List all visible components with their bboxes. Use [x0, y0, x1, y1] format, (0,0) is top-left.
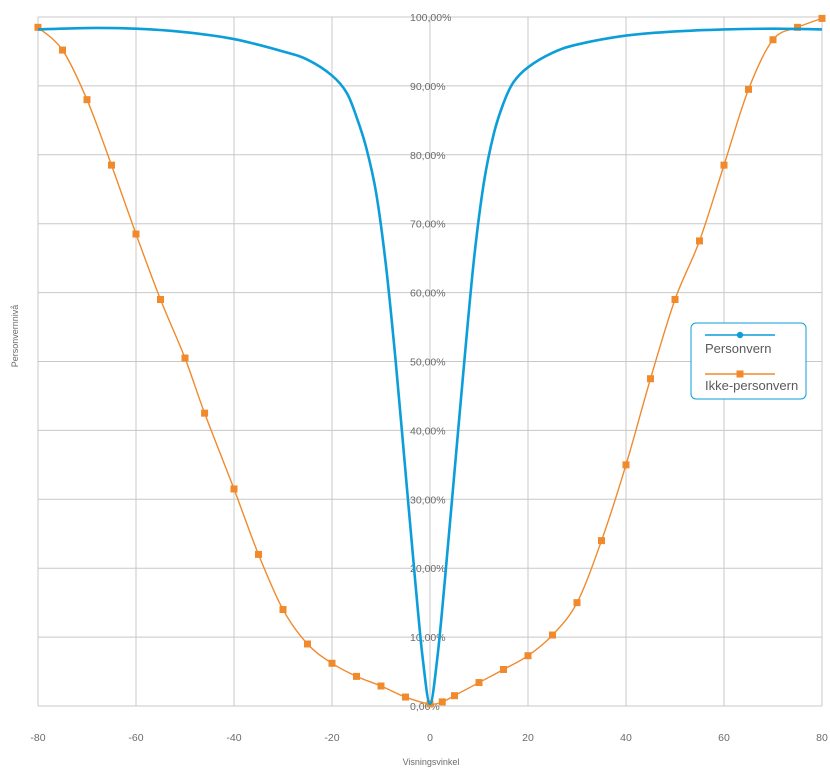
- x-tick-label: -80: [30, 732, 45, 744]
- y-axis-ticks: 0,00%10,00%20,00%30,00%40,00%50,00%60,00…: [410, 12, 451, 713]
- data-point-ikke-personvern: [475, 679, 483, 687]
- data-point-ikke-personvern: [328, 659, 336, 667]
- y-tick-label: 40,00%: [410, 425, 446, 437]
- y-tick-label: 30,00%: [410, 494, 446, 506]
- data-point-ikke-personvern: [647, 375, 654, 383]
- x-tick-label: 20: [522, 732, 534, 744]
- x-axis-title: Visningsvinkel: [403, 757, 460, 767]
- y-tick-label: 70,00%: [410, 219, 446, 231]
- data-point-ikke-personvern: [549, 631, 556, 639]
- y-axis-title: Personvernnivå: [10, 305, 20, 368]
- y-tick-label: 100,00%: [410, 12, 451, 24]
- data-point-ikke-personvern: [353, 672, 360, 680]
- data-point-ikke-personvern: [696, 237, 703, 245]
- data-point-ikke-personvern: [598, 537, 605, 545]
- data-point-ikke-personvern: [622, 461, 630, 469]
- x-tick-label: 0: [427, 732, 433, 744]
- data-point-ikke-personvern: [720, 161, 728, 169]
- data-point-ikke-personvern: [818, 14, 826, 22]
- legend-ikke-personvern-label: Ikke-personvern: [705, 378, 798, 393]
- legend-personvern-marker: [736, 331, 744, 339]
- legend: Personvern Ikke-personvern: [690, 322, 807, 400]
- data-point-ikke-personvern: [230, 485, 238, 493]
- series-group: [34, 14, 826, 708]
- data-point-ikke-personvern: [451, 692, 458, 700]
- data-point-ikke-personvern: [255, 550, 262, 558]
- data-point-ikke-personvern: [108, 161, 115, 169]
- data-point-ikke-personvern: [438, 698, 446, 706]
- data-point-ikke-personvern: [794, 23, 801, 31]
- grid: [37, 16, 823, 707]
- y-tick-label: 10,00%: [410, 632, 446, 644]
- y-tick-label: 20,00%: [410, 563, 446, 575]
- x-tick-label: -40: [226, 732, 241, 744]
- data-point-ikke-personvern: [132, 230, 140, 238]
- data-point-ikke-personvern: [279, 606, 287, 614]
- y-tick-label: 50,00%: [410, 357, 446, 369]
- y-tick-label: 90,00%: [410, 81, 446, 93]
- x-tick-label: -60: [128, 732, 143, 744]
- x-tick-label: -20: [324, 732, 339, 744]
- series-line-personvern: [37, 26, 823, 706]
- legend-personvern-label: Personvern: [705, 341, 771, 356]
- y-tick-label: 80,00%: [410, 150, 446, 162]
- data-point-ikke-personvern: [500, 665, 507, 673]
- data-point-ikke-personvern: [181, 354, 189, 362]
- data-point-ikke-personvern: [377, 682, 385, 690]
- data-point-ikke-personvern: [671, 295, 679, 303]
- x-tick-label: 80: [816, 732, 828, 744]
- data-point-ikke-personvern: [524, 652, 532, 660]
- x-tick-label: 60: [718, 732, 730, 744]
- data-point-ikke-personvern: [402, 693, 409, 701]
- x-tick-label: 40: [620, 732, 632, 744]
- series-line-ikke-personvern: [37, 17, 823, 705]
- data-point-ikke-personvern: [201, 409, 209, 417]
- data-point-ikke-personvern: [304, 640, 311, 648]
- data-point-ikke-personvern: [59, 46, 66, 54]
- data-point-ikke-personvern: [83, 96, 91, 104]
- data-point-ikke-personvern: [157, 295, 164, 303]
- y-tick-label: 60,00%: [410, 288, 446, 300]
- legend-box: [690, 322, 807, 400]
- data-point-ikke-personvern: [769, 36, 777, 44]
- data-point-ikke-personvern: [573, 599, 581, 607]
- legend-ikke-personvern-marker: [736, 370, 744, 378]
- data-point-ikke-personvern: [745, 85, 752, 93]
- data-point-ikke-personvern: [34, 23, 42, 31]
- x-axis-ticks: -80 -60 -40 -20 0 20 40 60 80: [30, 732, 828, 744]
